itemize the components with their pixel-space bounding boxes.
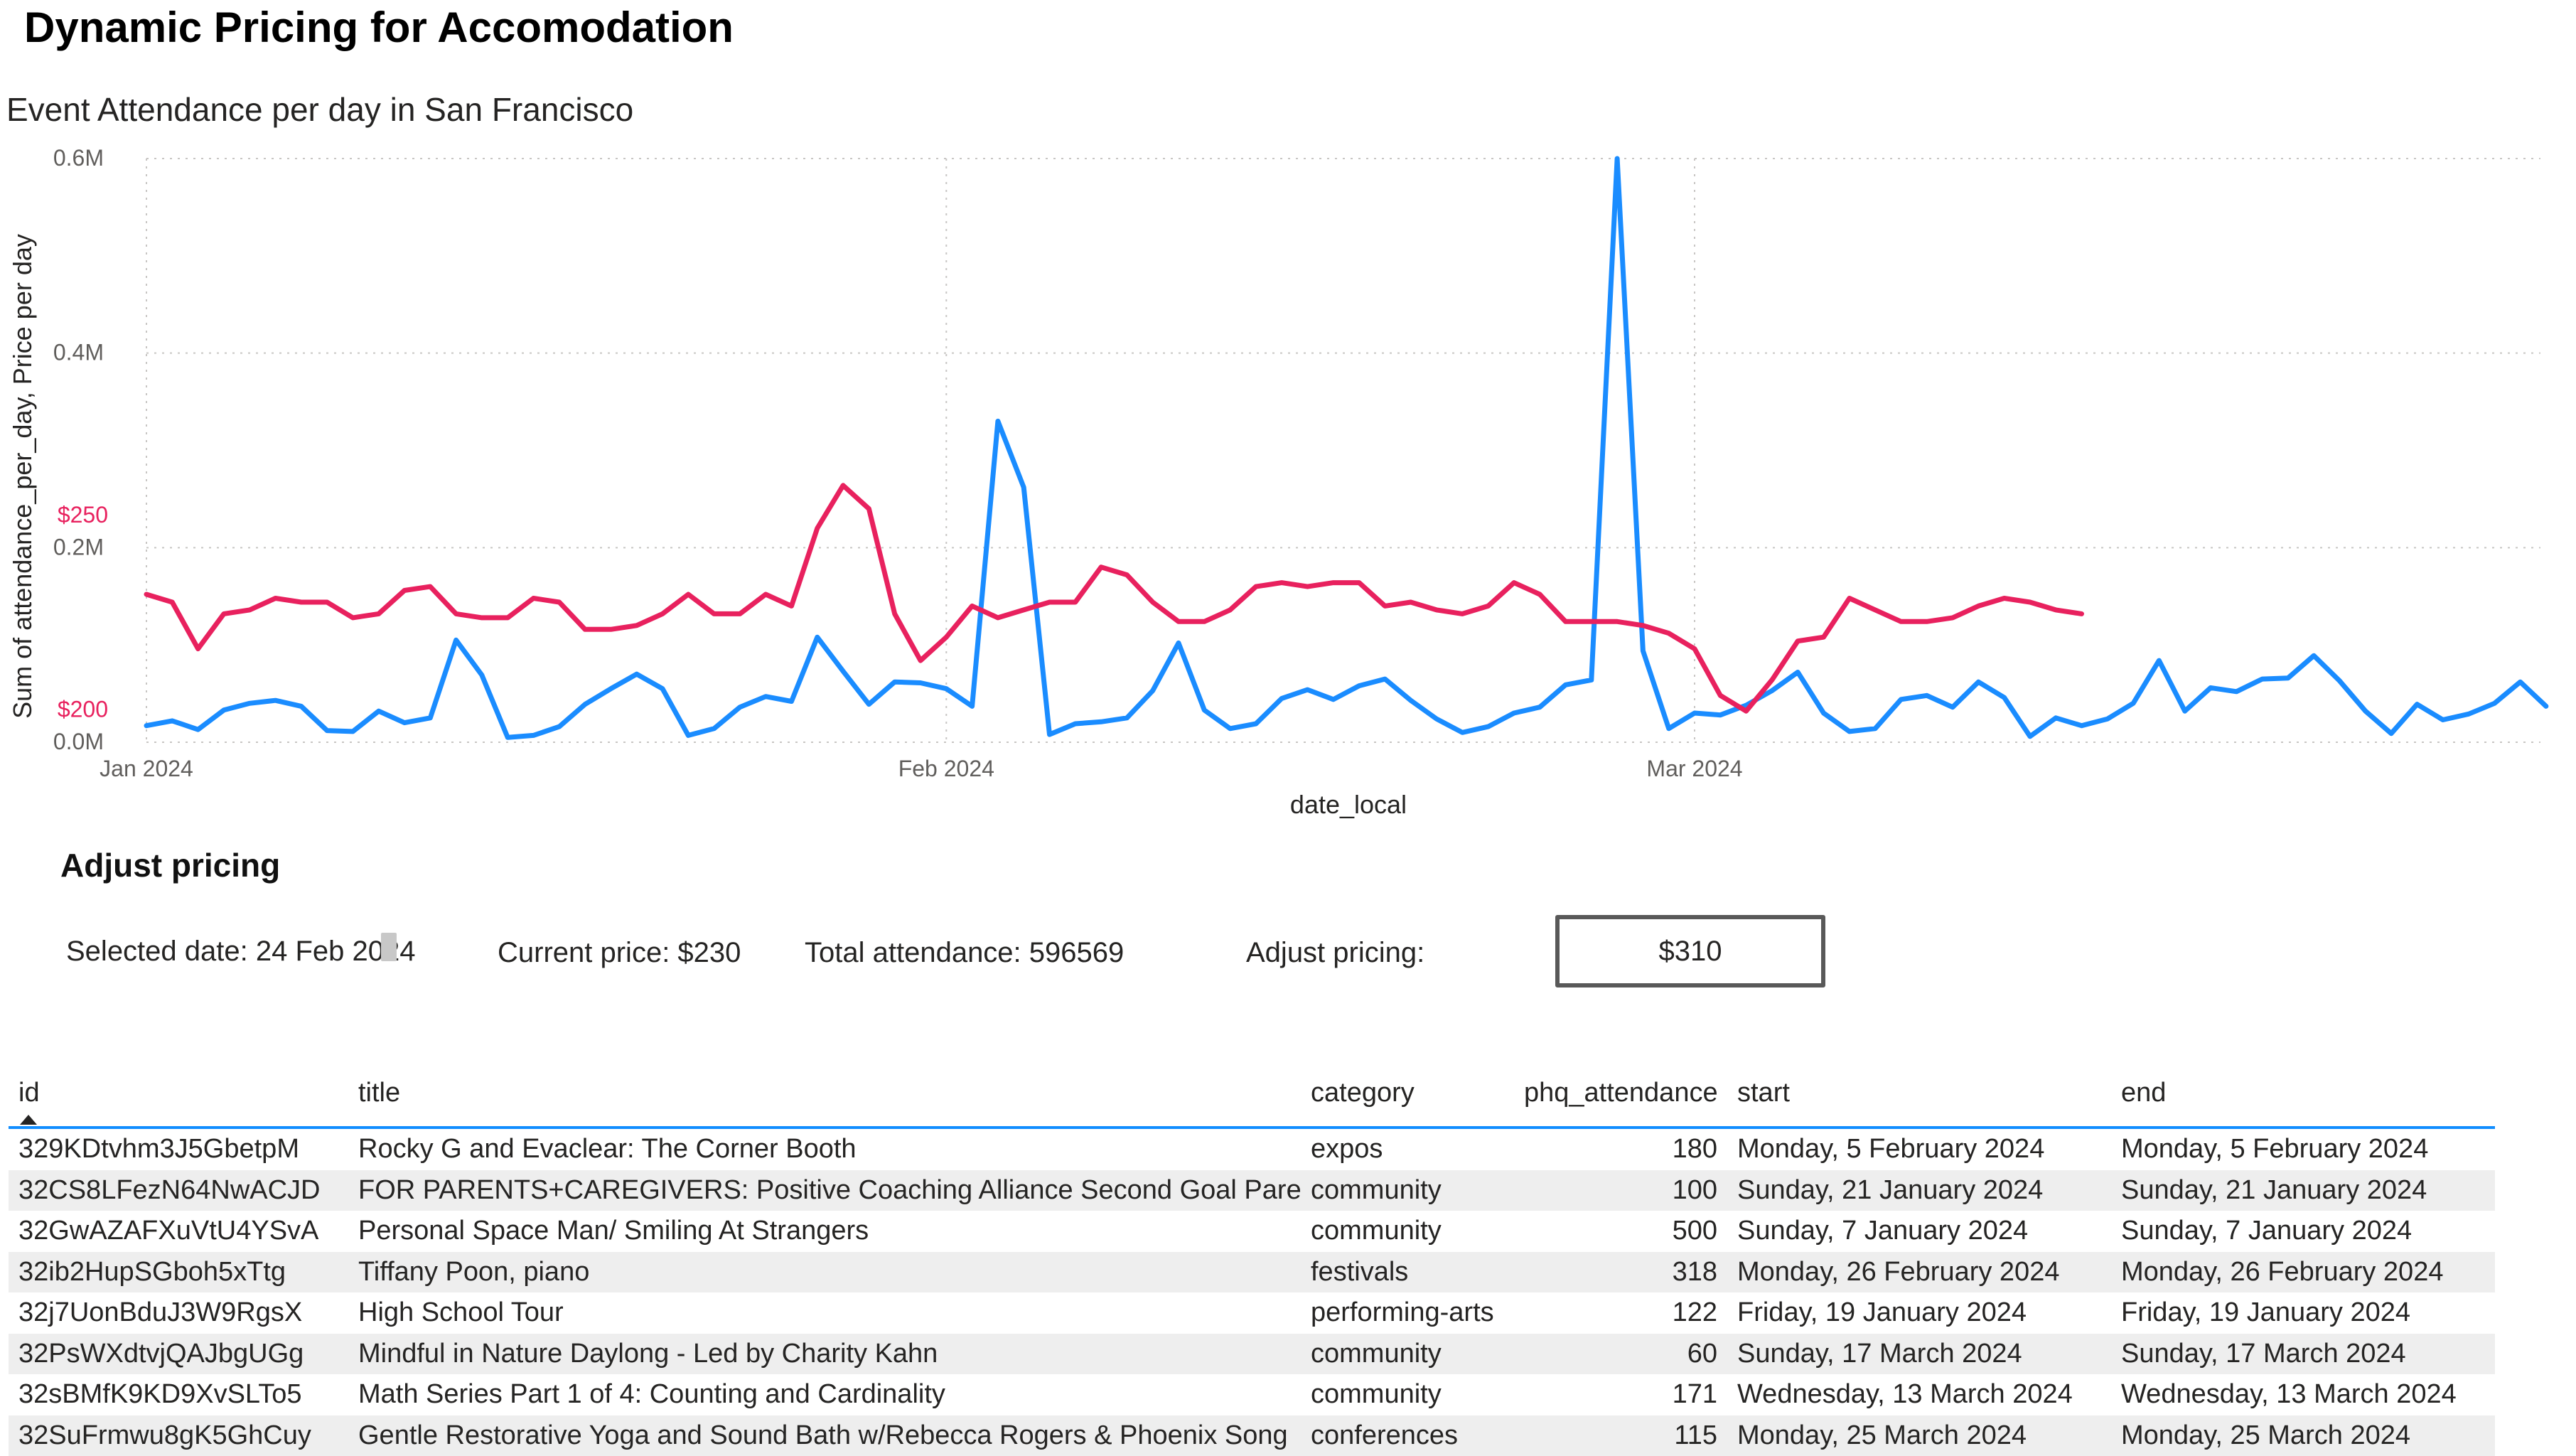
date-slider-handle[interactable] [381,933,397,961]
table-header-row: id title category phq_attendance start e… [9,1059,2495,1128]
cell-start: Sunday, 21 January 2024 [1727,1170,2111,1211]
y-tick-label: 0.2M [53,534,104,560]
column-header-phq-attendance[interactable]: phq_attendance [1514,1059,1727,1128]
cell-id: 329KDtvhm3J5GbetpM [9,1128,348,1170]
cell-category: conferences [1301,1415,1514,1456]
cell-end: Wednesday, 13 March 2024 [2111,1374,2495,1415]
x-tick-label: Feb 2024 [898,756,994,781]
cell-end: Friday, 19 January 2024 [2111,1292,2495,1334]
cell-title: Gentle Restorative Yoga and Sound Bath w… [348,1415,1301,1456]
y-tick-label: 0.6M [53,145,104,171]
cell-title: Mindful in Nature Daylong - Led by Chari… [348,1334,1301,1375]
cell-category: community [1301,1170,1514,1211]
attendance-line-chart[interactable]: 0.0M 0.2M 0.4M 0.6M $200 $250 Jan 2024 Feb 2024… [0,135,2576,832]
selected-date-label: Selected date: 24 Feb 2024 [66,931,415,978]
cell-category: performing-arts [1301,1292,1514,1334]
cell-category: community [1301,1374,1514,1415]
cell-end: Sunday, 17 March 2024 [2111,1334,2495,1375]
cell-title: Personal Space Man/ Smiling At Strangers [348,1211,1301,1252]
adjust-pricing-heading: Adjust pricing [60,846,280,884]
cell-id: 32GwAZAFXuVtU4YSvA [9,1211,348,1252]
cell-end: Sunday, 21 January 2024 [2111,1170,2495,1211]
cell-title: Rocky G and Evaclear: The Corner Booth [348,1128,1301,1170]
cell-category: festivals [1301,1252,1514,1293]
total-attendance-label: Total attendance: 596569 [805,935,1124,970]
sort-ascending-icon [20,1115,37,1125]
chart-tick-labels: 0.0M 0.2M 0.4M 0.6M $200 $250 Jan 2024 Feb 2024… [53,145,1743,781]
cell-title: Math Series Part 1 of 4: Counting and Ca… [348,1374,1301,1415]
cell-start: Wednesday, 13 March 2024 [1727,1374,2111,1415]
column-header-label: id [18,1078,40,1108]
cell-phq-attendance: 60 [1514,1334,1727,1375]
cell-category: community [1301,1211,1514,1252]
cell-category: community [1301,1334,1514,1375]
cell-start: Monday, 5 February 2024 [1727,1128,2111,1170]
y2-tick-label: $250 [58,502,108,528]
column-header-id[interactable]: id [9,1059,348,1128]
page-title: Dynamic Pricing for Accomodation [24,3,734,52]
column-header-end[interactable]: end [2111,1059,2495,1128]
cell-end: Monday, 25 March 2024 [2111,1415,2495,1456]
column-header-start[interactable]: start [1727,1059,2111,1128]
column-header-category[interactable]: category [1301,1059,1514,1128]
column-header-title[interactable]: title [348,1059,1301,1128]
cell-end: Monday, 26 February 2024 [2111,1252,2495,1293]
cell-phq-attendance: 100 [1514,1170,1727,1211]
cell-id: 32sBMfK9KD9XvSLTo5 [9,1374,348,1415]
cell-id: 32ib2HupSGboh5xTtg [9,1252,348,1293]
cell-phq-attendance: 171 [1514,1374,1727,1415]
y2-tick-label: $200 [58,697,108,722]
cell-phq-attendance: 180 [1514,1128,1727,1170]
cell-phq-attendance: 115 [1514,1415,1727,1456]
cell-phq-attendance: 122 [1514,1292,1727,1334]
cell-end: Sunday, 7 January 2024 [2111,1211,2495,1252]
adjust-pricing-label: Adjust pricing: [1246,935,1424,970]
cell-title: Tiffany Poon, piano [348,1252,1301,1293]
cell-start: Sunday, 7 January 2024 [1727,1211,2111,1252]
cell-start: Sunday, 17 March 2024 [1727,1334,2111,1375]
cell-category: expos [1301,1128,1514,1170]
cell-start: Monday, 26 February 2024 [1727,1252,2111,1293]
chart-series[interactable] [146,159,2546,737]
x-tick-label: Jan 2024 [100,756,193,781]
cell-end: Monday, 5 February 2024 [2111,1128,2495,1170]
cell-start: Monday, 25 March 2024 [1727,1415,2111,1456]
cell-id: 32j7UonBduJ3W9RgsX [9,1292,348,1334]
cell-id: 32SuFrmwu8gK5GhCuy [9,1415,348,1456]
cell-start: Friday, 19 January 2024 [1727,1292,2111,1334]
y-axis-title: Sum of attendance_per_day, Price per day [8,234,37,719]
attendance-series-line[interactable] [146,159,2546,737]
adjust-price-input[interactable] [1555,915,1825,987]
chart-gridlines [146,159,2540,742]
events-table: id title category phq_attendance start e… [9,1059,2495,1456]
y-tick-label: 0.4M [53,340,104,365]
y-tick-label: 0.0M [53,729,104,754]
chart-title: Event Attendance per day in San Francisc… [6,90,633,129]
x-tick-label: Mar 2024 [1646,756,1742,781]
cell-id: 32CS8LFezN64NwACJD [9,1170,348,1211]
cell-phq-attendance: 318 [1514,1252,1727,1293]
current-price-label: Current price: $230 [498,935,741,970]
x-axis-title: date_local [1290,790,1407,819]
cell-phq-attendance: 500 [1514,1211,1727,1252]
cell-id: 32PsWXdtvjQAJbgUGg [9,1334,348,1375]
cell-title: FOR PARENTS+CAREGIVERS: Positive Coachin… [348,1170,1301,1211]
cell-title: High School Tour [348,1292,1301,1334]
